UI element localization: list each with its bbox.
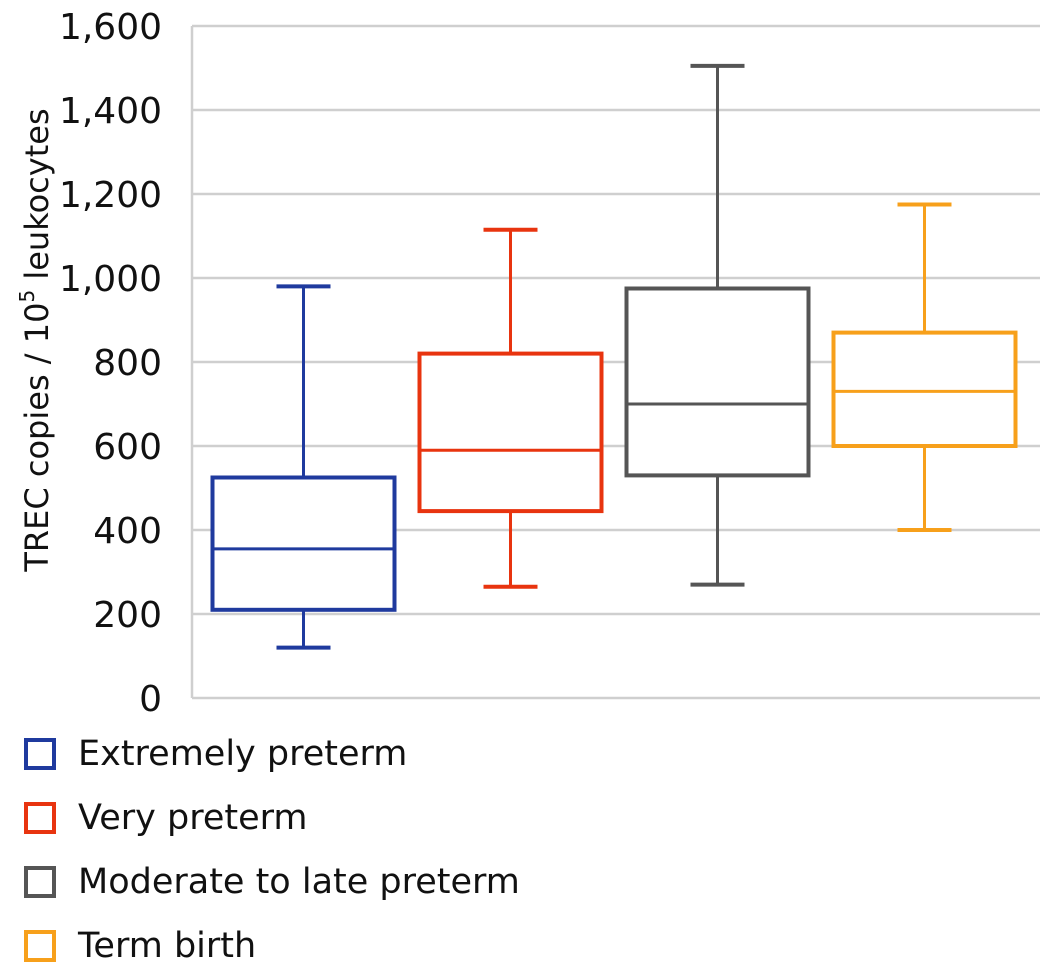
box-extremely-preterm	[210, 284, 397, 650]
y-tick-label: 800	[93, 343, 162, 384]
y-tick-label: 1,200	[59, 175, 162, 216]
y-tick-label: 600	[93, 427, 162, 468]
box-series	[210, 63, 1018, 650]
y-axis-title: TREC copies / 105 leukocytes	[15, 108, 56, 572]
plot-area-frame	[190, 26, 1040, 700]
legend-swatch	[24, 866, 56, 898]
legend-item-very-preterm: Very preterm	[24, 786, 520, 850]
y-tick-label: 200	[93, 595, 162, 636]
legend-item-term-birth: Term birth	[24, 914, 520, 978]
legend-label: Term birth	[78, 926, 257, 966]
legend-swatch	[24, 738, 56, 770]
y-tick-label: 1,000	[59, 259, 162, 300]
legend-swatch	[24, 930, 56, 962]
legend: Extremely preterm Very preterm Moderate …	[24, 722, 520, 978]
box-very-preterm	[417, 227, 604, 589]
y-tick-label: 0	[139, 679, 162, 720]
y-axis-title-main: TREC copies / 10	[18, 303, 56, 573]
legend-swatch	[24, 802, 56, 834]
legend-label: Extremely preterm	[78, 734, 408, 774]
legend-label: Moderate to late preterm	[78, 862, 520, 902]
y-axis-title-superscript: 5	[15, 290, 39, 303]
y-tick-label: 400	[93, 511, 162, 552]
y-axis-ticks: 0 200 400 600 800 1,000 1,200 1,400 1,600	[59, 7, 162, 720]
legend-label: Very preterm	[78, 798, 308, 838]
legend-item-moderate-to-late-preterm: Moderate to late preterm	[24, 850, 520, 914]
legend-item-extremely-preterm: Extremely preterm	[24, 722, 520, 786]
iqr-box	[831, 330, 1018, 449]
iqr-box	[210, 475, 397, 612]
y-axis-title-tail: leukocytes	[18, 108, 56, 289]
box-moderate-to-late-preterm	[624, 63, 811, 587]
box-term-birth	[831, 202, 1018, 532]
y-tick-label: 1,400	[59, 91, 162, 132]
iqr-box	[417, 351, 604, 514]
iqr-box	[624, 286, 811, 478]
y-tick-label: 1,600	[59, 7, 162, 48]
